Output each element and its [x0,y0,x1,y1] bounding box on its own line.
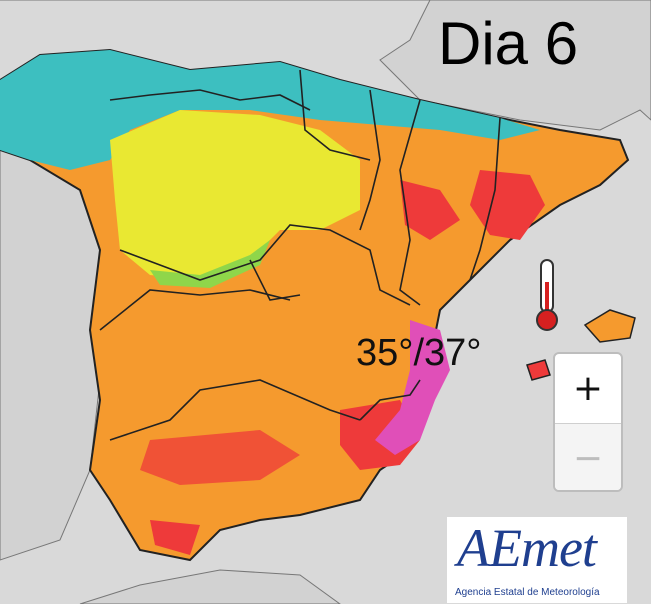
zoom-in-button[interactable]: + [555,354,621,424]
logo-subtitle: Agencia Estatal de Meteorología [455,587,600,598]
africa-land [79,569,341,604]
region-hot-andalucia [140,430,300,485]
region-borders [99,69,501,441]
zoom-control: + − [553,352,623,492]
aemet-logo[interactable]: AEmet Agencia Estatal de Meteorología [447,517,627,603]
island-mallorca [583,309,636,343]
zoom-out-button[interactable]: − [555,424,621,490]
portugal-land [0,149,101,561]
region-cool-northwest [0,50,540,170]
region-hot-ebro [470,170,545,240]
neighbor-land [0,0,651,131]
region-hot-south [150,520,200,555]
temperature-label: 35°/37° [356,332,482,374]
region-green-edge [150,240,270,288]
thermometer-icon [536,259,558,331]
day-title: Dia 6 [438,10,579,77]
region-warm-plateau [110,110,360,280]
region-hot-aragon [400,180,460,240]
region-extreme-valencia [375,320,450,455]
logo-wordmark: AEmet [457,518,597,578]
island-ibiza [526,359,551,381]
